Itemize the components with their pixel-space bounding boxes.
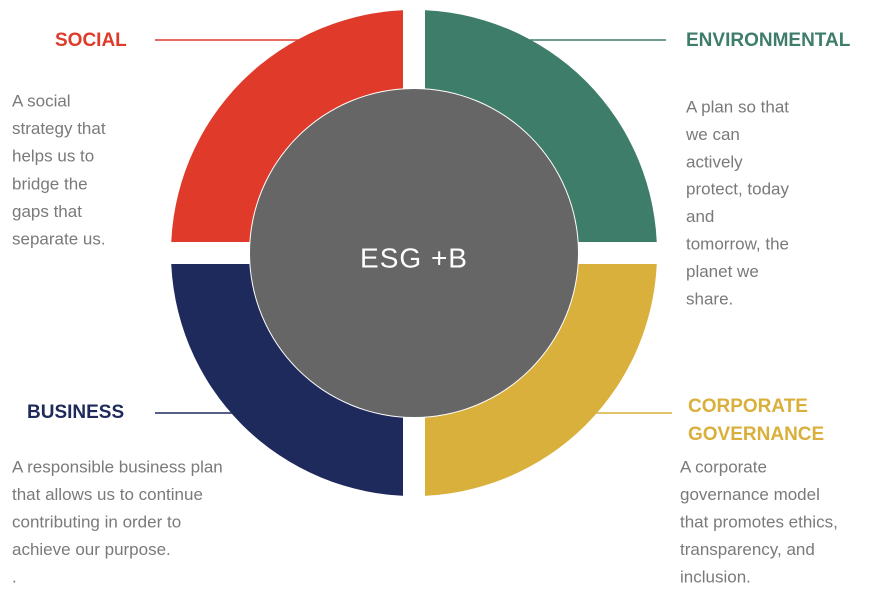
- section-title: GOVERNANCE: [688, 424, 824, 445]
- section-description: bridge the: [12, 174, 88, 193]
- section-description: planet we: [686, 262, 759, 281]
- environmental-segment: [414, 10, 657, 253]
- center-circle: [250, 89, 578, 417]
- section-description: achieve our purpose.: [12, 540, 171, 559]
- section-description: gaps that: [12, 202, 82, 221]
- section-description: inclusion.: [680, 567, 751, 586]
- section-description: tomorrow, the: [686, 234, 789, 253]
- section-description: A responsible business plan: [12, 457, 223, 476]
- section-description: transparency, and: [680, 540, 815, 559]
- section-title: CORPORATE: [688, 396, 808, 417]
- section-description: helps us to: [12, 147, 94, 166]
- business-segment: [171, 253, 414, 496]
- section-description: that allows us to continue: [12, 485, 203, 504]
- section-description: governance model: [680, 485, 820, 504]
- section-title: ENVIRONMENTAL: [686, 30, 851, 51]
- section-description: actively: [686, 152, 743, 171]
- section-description: separate us.: [12, 229, 106, 248]
- social-segment: [171, 10, 414, 253]
- center-label: ESG +B: [360, 242, 468, 273]
- section-description: .: [12, 567, 17, 586]
- section-description: we can: [685, 125, 740, 144]
- section-description: share.: [686, 289, 733, 308]
- section-description: contributing in order to: [12, 512, 181, 531]
- section-description: A social: [12, 91, 71, 110]
- section-description: that promotes ethics,: [680, 512, 838, 531]
- section-description: A corporate: [680, 457, 767, 476]
- section-title: BUSINESS: [27, 402, 124, 423]
- section-description: and: [686, 207, 714, 226]
- section-title: SOCIAL: [55, 30, 127, 51]
- section-description: protect, today: [686, 180, 790, 199]
- governance-segment: [414, 253, 657, 496]
- section-description: A plan so that: [686, 97, 789, 116]
- ring: [160, 0, 670, 500]
- section-description: strategy that: [12, 119, 106, 138]
